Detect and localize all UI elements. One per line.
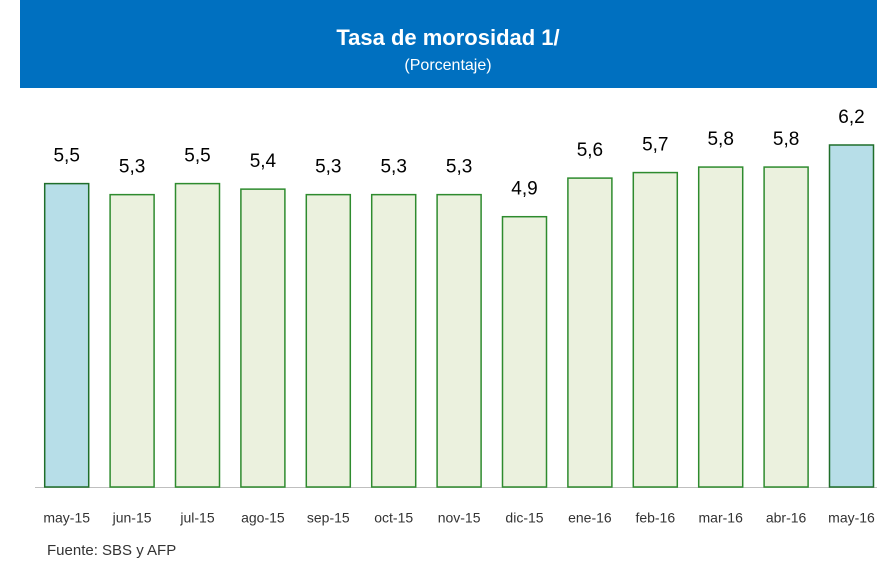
x-tick-label: sep-15 bbox=[307, 510, 350, 526]
source-note: Fuente: SBS y AFP bbox=[47, 542, 176, 559]
header-band bbox=[20, 0, 877, 88]
value-label: 5,4 bbox=[250, 151, 277, 172]
bar bbox=[828, 144, 875, 488]
chart-title: Tasa de morosidad 1/ bbox=[336, 25, 559, 50]
bar bbox=[174, 182, 221, 488]
value-label: 5,3 bbox=[315, 157, 341, 178]
x-tick-label: abr-16 bbox=[766, 510, 807, 526]
bar bbox=[240, 188, 286, 488]
value-label: 5,3 bbox=[380, 157, 406, 178]
x-tick-label: jul-15 bbox=[179, 510, 214, 526]
bar bbox=[697, 166, 744, 488]
value-label: 5,8 bbox=[773, 129, 799, 150]
bar bbox=[632, 171, 679, 488]
bar bbox=[370, 193, 417, 488]
chart-subtitle: (Porcentaje) bbox=[404, 57, 491, 74]
x-tick-label: jun-15 bbox=[112, 510, 152, 526]
bar bbox=[763, 166, 809, 488]
bar bbox=[436, 193, 482, 488]
bar bbox=[567, 177, 613, 488]
value-label: 5,7 bbox=[642, 135, 668, 156]
x-tick-label: dic-15 bbox=[505, 510, 543, 526]
x-tick-label: feb-16 bbox=[635, 510, 675, 526]
x-tick-label: may-15 bbox=[43, 510, 90, 526]
value-label: 5,3 bbox=[446, 157, 472, 178]
value-label: 5,5 bbox=[184, 146, 210, 167]
bar bbox=[501, 215, 548, 488]
value-label: 4,9 bbox=[511, 179, 537, 200]
bar bbox=[305, 193, 352, 488]
value-label: 5,5 bbox=[53, 146, 79, 167]
value-label: 5,3 bbox=[119, 157, 145, 178]
x-tick-label: ene-16 bbox=[568, 510, 612, 526]
bar bbox=[109, 193, 155, 488]
value-label: 5,8 bbox=[707, 129, 733, 150]
value-label: 6,2 bbox=[838, 107, 864, 128]
x-tick-label: nov-15 bbox=[438, 510, 481, 526]
x-tick-label: oct-15 bbox=[374, 510, 413, 526]
bar bbox=[43, 182, 90, 488]
x-tick-label: mar-16 bbox=[699, 510, 744, 526]
x-tick-label: ago-15 bbox=[241, 510, 285, 526]
x-tick-label: may-16 bbox=[828, 510, 875, 526]
value-label: 5,6 bbox=[577, 140, 603, 161]
